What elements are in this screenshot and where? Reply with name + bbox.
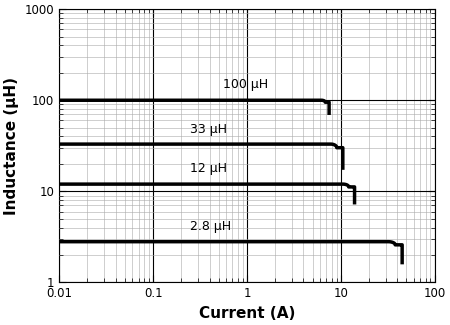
Text: 100 μH: 100 μH	[223, 78, 268, 91]
Text: 12 μH: 12 μH	[190, 162, 227, 175]
X-axis label: Current (A): Current (A)	[199, 306, 295, 321]
Text: 2.8 μH: 2.8 μH	[190, 220, 232, 233]
Text: 33 μH: 33 μH	[190, 123, 227, 136]
Y-axis label: Inductance (μH): Inductance (μH)	[4, 77, 19, 215]
